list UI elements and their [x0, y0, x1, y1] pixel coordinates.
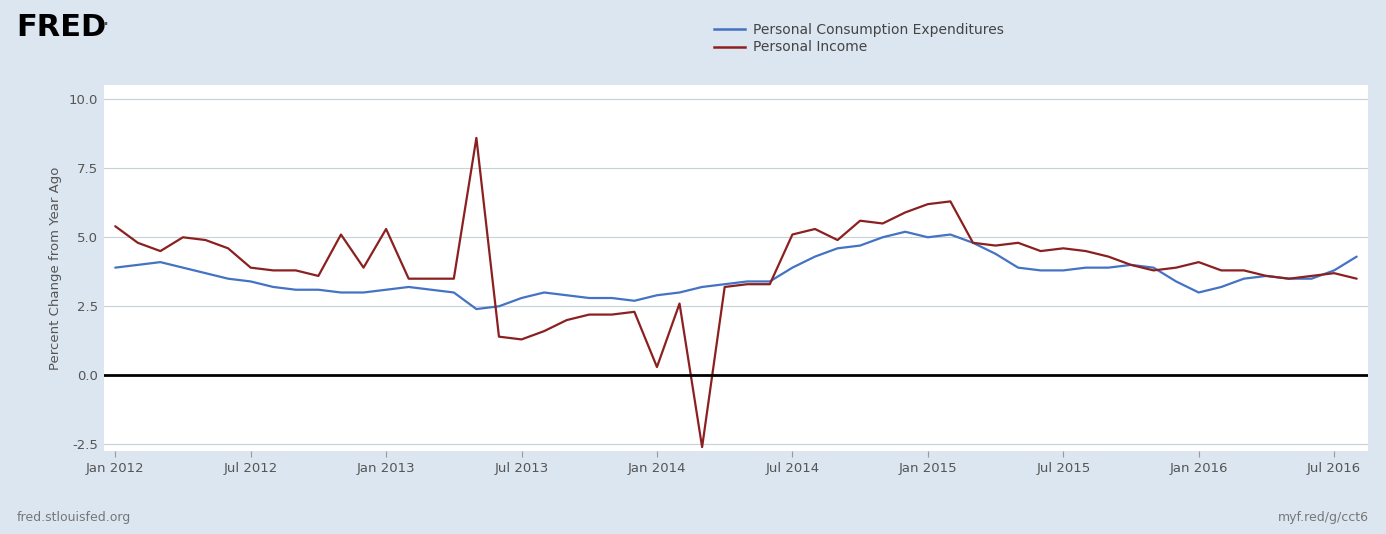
Y-axis label: Percent Change from Year Ago: Percent Change from Year Ago: [49, 167, 62, 370]
Legend: Personal Consumption Expenditures, Personal Income: Personal Consumption Expenditures, Perso…: [714, 23, 1005, 54]
Text: myf.red/g/cct6: myf.red/g/cct6: [1278, 512, 1369, 524]
Text: FRED: FRED: [17, 13, 107, 42]
Text: ·: ·: [101, 13, 109, 37]
Text: fred.stlouisfed.org: fred.stlouisfed.org: [17, 512, 130, 524]
